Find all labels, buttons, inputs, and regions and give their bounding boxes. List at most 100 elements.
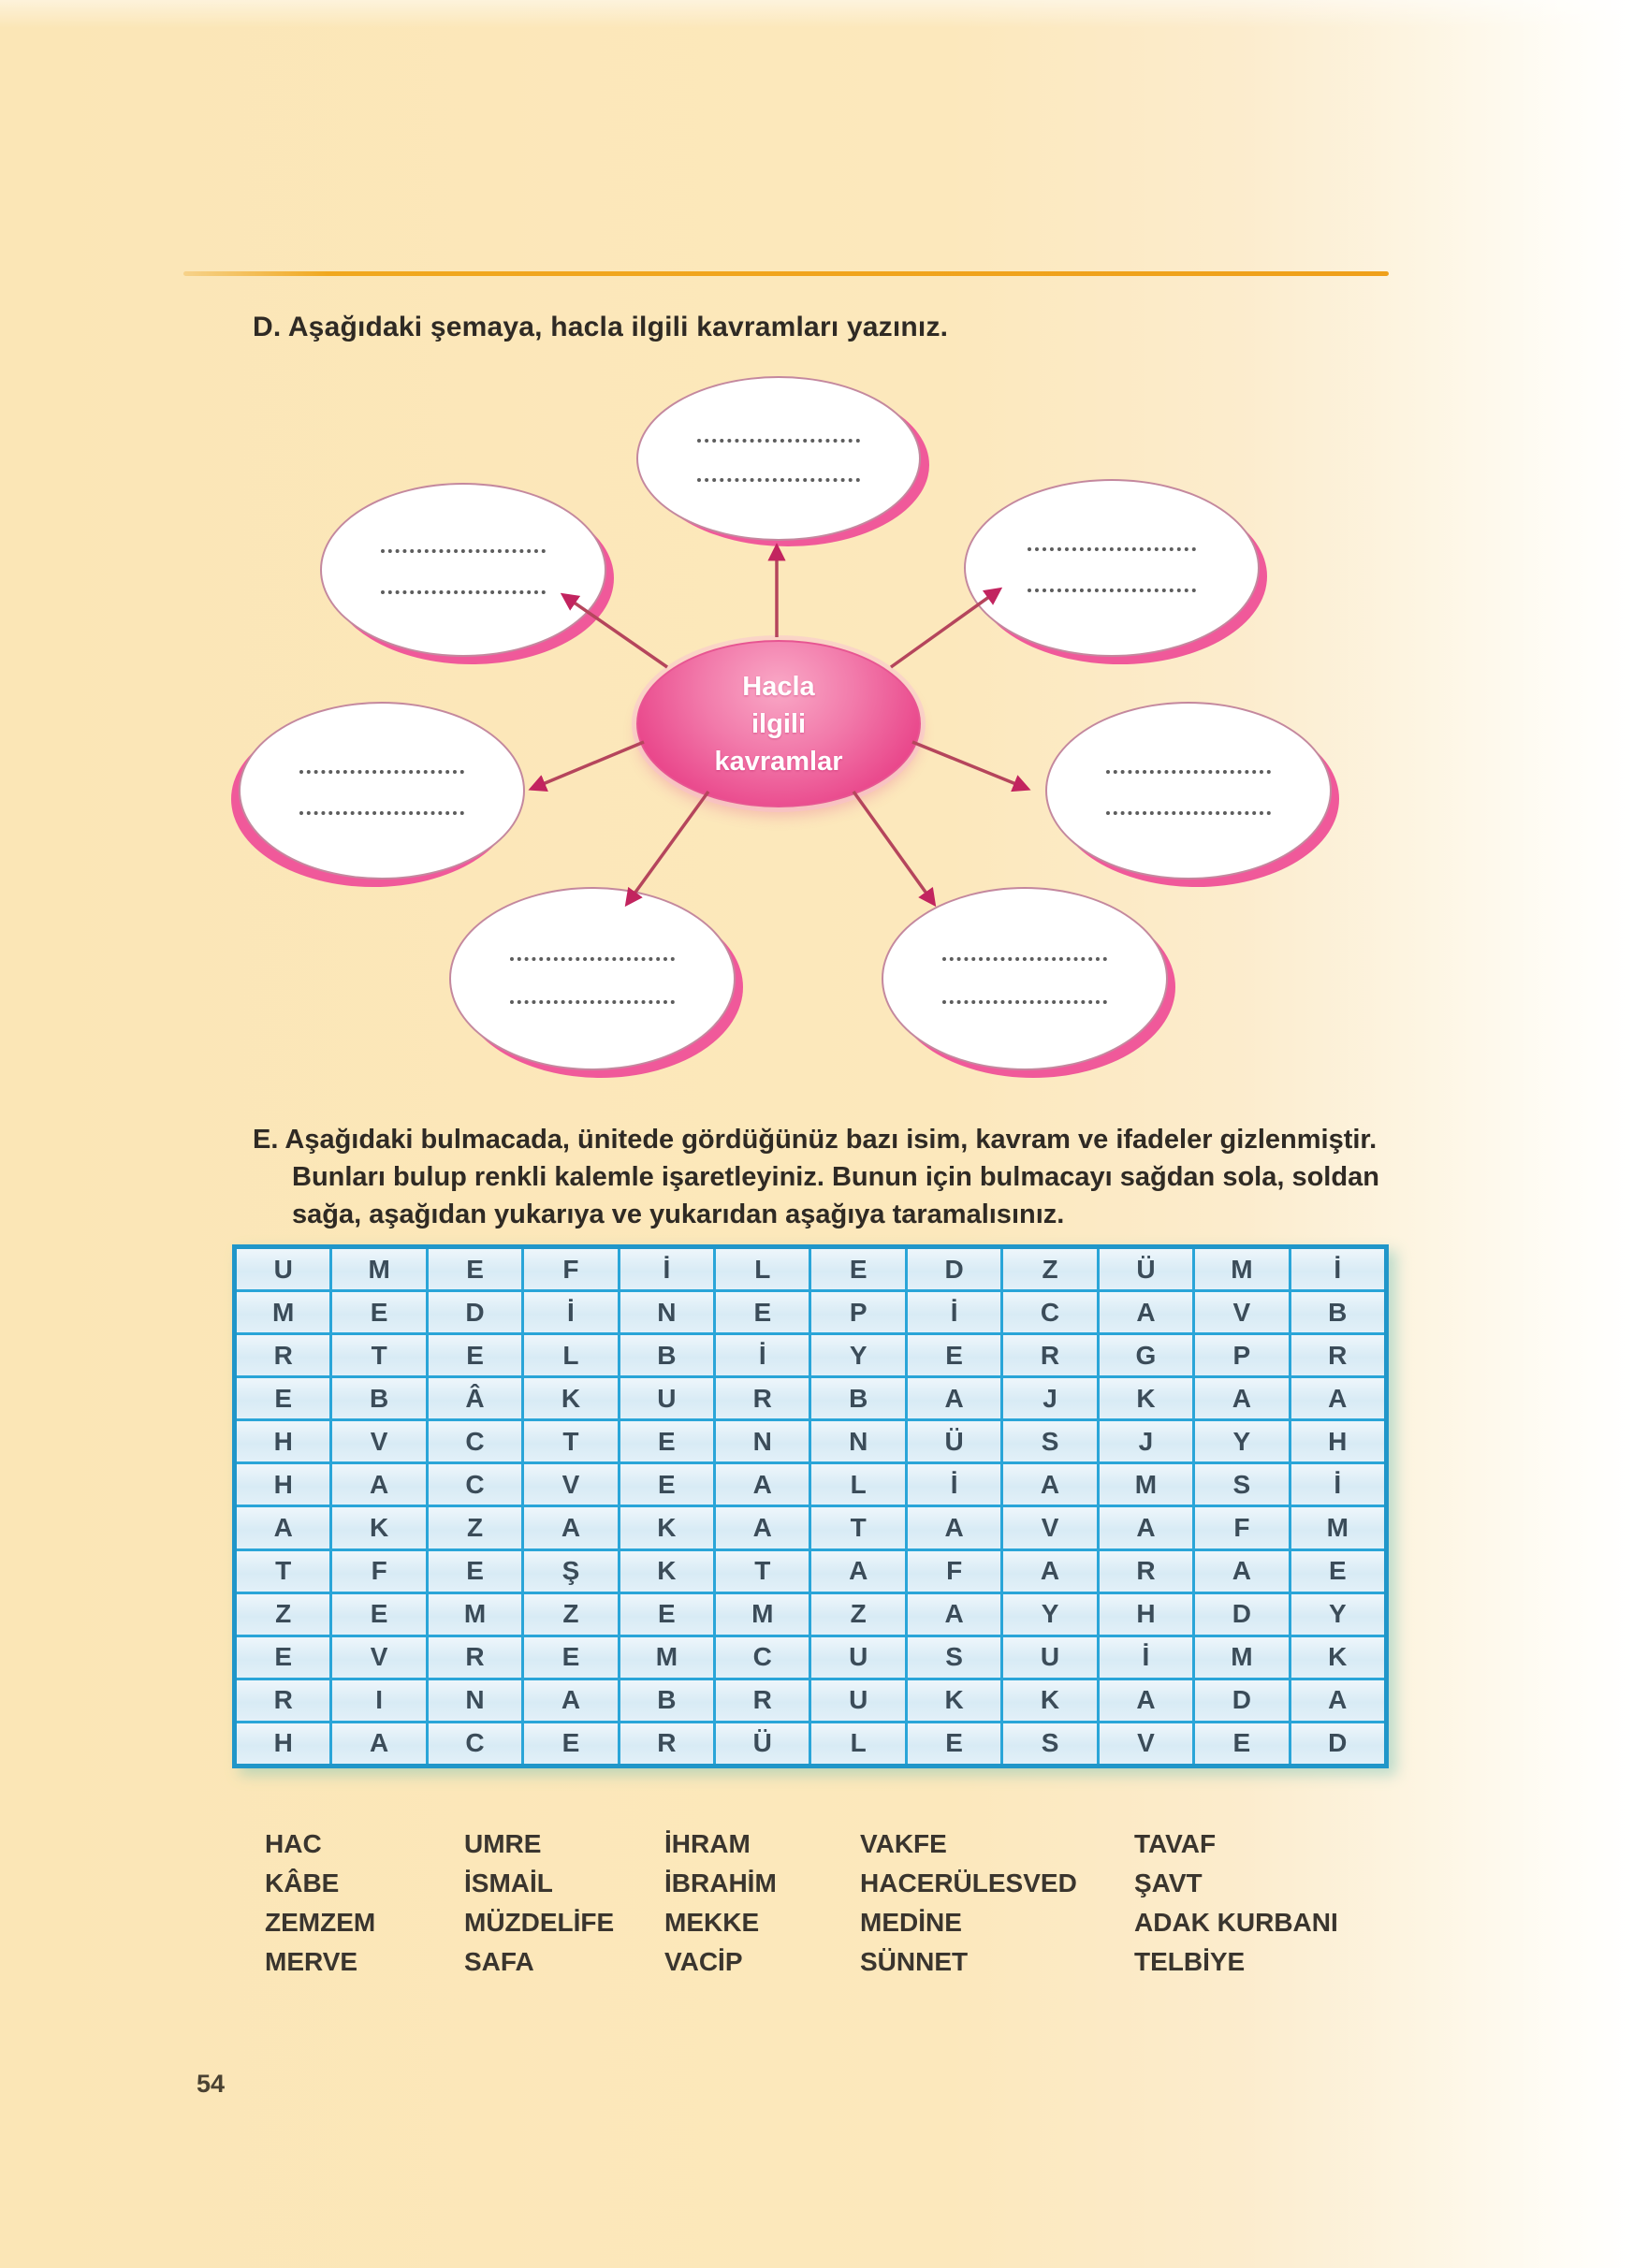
grid-cell-r11-c8: K bbox=[907, 1679, 1001, 1721]
grid-cell-r3-c7: Y bbox=[811, 1335, 905, 1376]
grid-cell-r11-c10: A bbox=[1099, 1679, 1193, 1721]
word-list-item: SAFA bbox=[464, 1947, 534, 1976]
section-e-title-line: E. Aşağıdaki bulmacada, ünitede gördüğün… bbox=[253, 1125, 1378, 1155]
grid-cell-r9-c2: E bbox=[332, 1593, 426, 1635]
grid-cell-r6-c12: İ bbox=[1290, 1464, 1384, 1505]
grid-cell-r6-c8: İ bbox=[907, 1464, 1001, 1505]
word-list-item: UMRE bbox=[464, 1829, 542, 1858]
word-list-item: ADAK KURBANI bbox=[1134, 1908, 1338, 1937]
grid-cell-r6-c3: C bbox=[428, 1464, 522, 1505]
word-list-item: MERVE bbox=[265, 1947, 358, 1976]
grid-cell-r10-c8: S bbox=[907, 1636, 1001, 1678]
grid-cell-r8-c7: A bbox=[811, 1550, 905, 1592]
grid-cell-r9-c11: D bbox=[1195, 1593, 1289, 1635]
grid-cell-r12-c2: A bbox=[332, 1723, 426, 1764]
grid-cell-r10-c9: U bbox=[1003, 1636, 1097, 1678]
grid-cell-r12-c3: C bbox=[428, 1723, 522, 1764]
grid-cell-r1-c12: İ bbox=[1290, 1249, 1384, 1290]
section-d-title: D. Aşağıdaki şemaya, hacla ilgili kavram… bbox=[253, 312, 949, 342]
grid-cell-r3-c4: L bbox=[524, 1335, 618, 1376]
grid-cell-r4-c9: J bbox=[1003, 1378, 1097, 1419]
grid-cell-r3-c11: P bbox=[1195, 1335, 1289, 1376]
grid-cell-r11-c7: U bbox=[811, 1679, 905, 1721]
grid-cell-r2-c6: E bbox=[716, 1292, 809, 1333]
grid-cell-r11-c12: A bbox=[1290, 1679, 1384, 1721]
diagram-node-bottom-left bbox=[449, 887, 736, 1070]
grid-cell-r6-c11: S bbox=[1195, 1464, 1289, 1505]
grid-cell-r1-c3: E bbox=[428, 1249, 522, 1290]
grid-cell-r5-c7: N bbox=[811, 1421, 905, 1462]
grid-cell-r10-c6: C bbox=[716, 1636, 809, 1678]
grid-cell-r5-c10: J bbox=[1099, 1421, 1193, 1462]
word-list-item: HAC bbox=[265, 1829, 322, 1858]
grid-cell-r6-c7: L bbox=[811, 1464, 905, 1505]
diagram-node-bottom-right bbox=[882, 887, 1168, 1070]
grid-cell-r9-c5: E bbox=[620, 1593, 714, 1635]
grid-cell-r4-c4: K bbox=[524, 1378, 618, 1419]
grid-cell-r9-c7: Z bbox=[811, 1593, 905, 1635]
grid-cell-r12-c1: H bbox=[237, 1723, 330, 1764]
diagram-node-middle-left bbox=[239, 702, 525, 880]
grid-cell-r4-c1: E bbox=[237, 1378, 330, 1419]
grid-cell-r1-c9: Z bbox=[1003, 1249, 1097, 1290]
grid-cell-r8-c11: A bbox=[1195, 1550, 1289, 1592]
grid-cell-r7-c1: A bbox=[237, 1507, 330, 1548]
grid-cell-r7-c9: V bbox=[1003, 1507, 1097, 1548]
word-list-column-4: VAKFE HACERÜLESVED MEDİNE SÜNNET bbox=[860, 1825, 1077, 1982]
word-list-item: MEDİNE bbox=[860, 1908, 962, 1937]
grid-cell-r7-c6: A bbox=[716, 1507, 809, 1548]
grid-cell-r5-c6: N bbox=[716, 1421, 809, 1462]
blank-dotted-line bbox=[299, 769, 464, 774]
section-e-title-line: Bunları bulup renkli kalemle işaretleyin… bbox=[292, 1162, 1379, 1192]
grid-cell-r1-c1: U bbox=[237, 1249, 330, 1290]
grid-cell-r3-c9: R bbox=[1003, 1335, 1097, 1376]
grid-cell-r3-c6: İ bbox=[716, 1335, 809, 1376]
grid-cell-r11-c5: B bbox=[620, 1679, 714, 1721]
grid-cell-r8-c6: T bbox=[716, 1550, 809, 1592]
grid-cell-r9-c1: Z bbox=[237, 1593, 330, 1635]
grid-cell-r2-c3: D bbox=[428, 1292, 522, 1333]
grid-cell-r3-c2: T bbox=[332, 1335, 426, 1376]
section-e-title: E. Aşağıdaki bulmacada, ünitede gördüğün… bbox=[253, 1121, 1432, 1233]
grid-cell-r10-c12: K bbox=[1290, 1636, 1384, 1678]
blank-dotted-line bbox=[299, 811, 464, 816]
word-list-item: İSMAİL bbox=[464, 1868, 553, 1897]
blank-dotted-line bbox=[1106, 811, 1271, 816]
grid-cell-r9-c12: Y bbox=[1290, 1593, 1384, 1635]
grid-cell-r8-c5: K bbox=[620, 1550, 714, 1592]
grid-cell-r7-c2: K bbox=[332, 1507, 426, 1548]
grid-cell-r5-c4: T bbox=[524, 1421, 618, 1462]
diagram-node-top-center bbox=[636, 376, 921, 541]
grid-cell-r12-c4: E bbox=[524, 1723, 618, 1764]
grid-cell-r4-c2: B bbox=[332, 1378, 426, 1419]
word-list-item: MEKKE bbox=[664, 1908, 760, 1937]
grid-cell-r5-c11: Y bbox=[1195, 1421, 1289, 1462]
grid-cell-r1-c6: L bbox=[716, 1249, 809, 1290]
grid-cell-r4-c7: B bbox=[811, 1378, 905, 1419]
grid-cell-r10-c1: E bbox=[237, 1636, 330, 1678]
center-node-label-line: kavramlar bbox=[714, 746, 843, 777]
grid-cell-r12-c5: R bbox=[620, 1723, 714, 1764]
grid-cell-r7-c10: A bbox=[1099, 1507, 1193, 1548]
grid-cell-r7-c4: A bbox=[524, 1507, 618, 1548]
grid-cell-r6-c5: E bbox=[620, 1464, 714, 1505]
word-list-item: VACİP bbox=[664, 1947, 743, 1976]
grid-cell-r11-c1: R bbox=[237, 1679, 330, 1721]
blank-dotted-line bbox=[1027, 546, 1197, 551]
diagram-node-top-left bbox=[320, 483, 606, 657]
grid-cell-r2-c10: A bbox=[1099, 1292, 1193, 1333]
grid-cell-r10-c10: İ bbox=[1099, 1636, 1193, 1678]
section-e-title-line: sağa, aşağıdan yukarıya ve yukarıdan aşa… bbox=[292, 1199, 1065, 1229]
grid-cell-r4-c11: A bbox=[1195, 1378, 1289, 1419]
word-list-column-3: İHRAM İBRAHİM MEKKE VACİP bbox=[664, 1825, 777, 1982]
grid-cell-r8-c9: A bbox=[1003, 1550, 1097, 1592]
word-list-item: KÂBE bbox=[265, 1868, 340, 1897]
grid-cell-r4-c3: Â bbox=[428, 1378, 522, 1419]
grid-cell-r5-c8: Ü bbox=[907, 1421, 1001, 1462]
grid-cell-r9-c4: Z bbox=[524, 1593, 618, 1635]
arrow-middle-right bbox=[911, 740, 1031, 792]
word-list-item: İBRAHİM bbox=[664, 1868, 777, 1897]
grid-cell-r8-c10: R bbox=[1099, 1550, 1193, 1592]
grid-cell-r6-c10: M bbox=[1099, 1464, 1193, 1505]
grid-cell-r1-c2: M bbox=[332, 1249, 426, 1290]
